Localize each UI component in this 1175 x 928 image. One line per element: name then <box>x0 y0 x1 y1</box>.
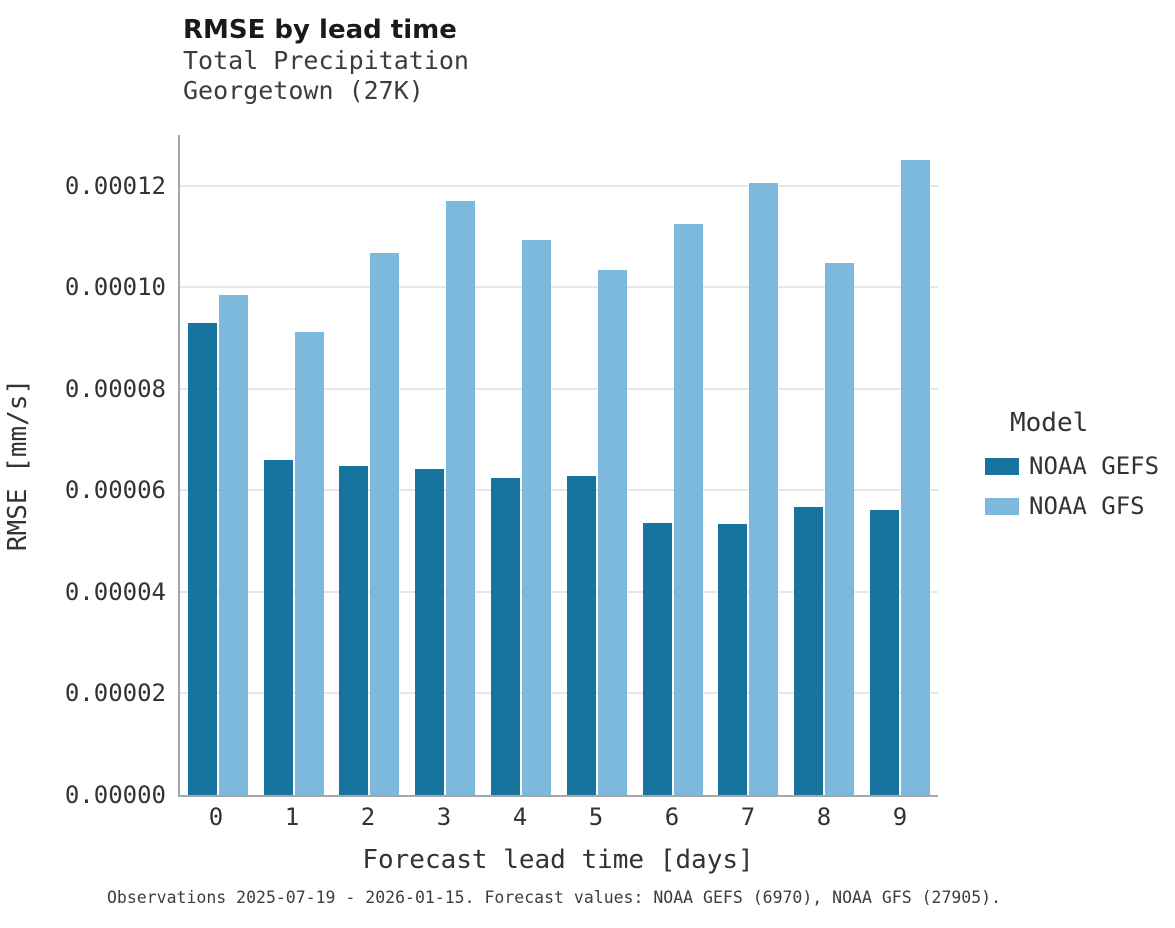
bars-layer <box>180 135 938 795</box>
x-tick-label: 7 <box>740 803 756 831</box>
bar-group <box>711 135 787 795</box>
x-axis-label: Forecast lead time [days] <box>362 845 754 875</box>
y-tick-label: 0.00002 <box>64 679 166 708</box>
x-axis-ticks: 0 1 2 3 4 5 6 7 8 9 <box>178 803 938 831</box>
bar-group <box>862 135 938 795</box>
bar-noaa-gfs <box>901 160 931 795</box>
legend-entries: NOAA GEFS NOAA GFS <box>985 452 1159 520</box>
bar-group <box>256 135 332 795</box>
bar-noaa-gfs <box>673 223 703 795</box>
x-tick-label: 0 <box>208 803 224 831</box>
x-tick-label: 4 <box>512 803 528 831</box>
gridline <box>180 692 938 695</box>
gridline <box>180 286 938 289</box>
y-tick-label: 0.00012 <box>64 171 166 200</box>
bar-noaa-gefs <box>263 459 293 795</box>
x-tick-label: 2 <box>360 803 376 831</box>
bar-noaa-gefs <box>187 322 217 795</box>
x-tick-label: 3 <box>436 803 452 831</box>
gridline <box>180 590 938 593</box>
bar-group <box>483 135 559 795</box>
bar-noaa-gefs <box>870 509 900 795</box>
y-tick-label: 0.00006 <box>64 476 166 505</box>
x-tick-label: 8 <box>816 803 832 831</box>
caption: Observations 2025-07-19 - 2026-01-15. Fo… <box>107 888 1002 907</box>
bar-noaa-gfs <box>294 332 324 795</box>
bar-noaa-gfs <box>370 252 400 795</box>
bar-noaa-gefs <box>718 524 748 795</box>
y-tick-label: 0.00004 <box>64 577 166 606</box>
bar-noaa-gfs <box>825 262 855 795</box>
y-tick-label: 0.00000 <box>64 781 166 809</box>
x-tick-label: 5 <box>588 803 604 831</box>
gridline <box>180 184 938 187</box>
bar-noaa-gefs <box>642 523 672 795</box>
bar-noaa-gefs <box>794 506 824 795</box>
legend-swatch <box>985 497 1019 515</box>
bar-group <box>180 135 256 795</box>
bar-group <box>332 135 408 795</box>
plot-area <box>178 135 938 797</box>
chart-subtitle-line2: Georgetown (27K) <box>183 76 424 105</box>
bar-noaa-gefs <box>415 468 445 795</box>
bar-noaa-gefs <box>491 478 521 795</box>
bar-noaa-gefs <box>339 466 369 795</box>
legend: Model NOAA GEFS NOAA GFS <box>985 408 1159 520</box>
legend-entry: NOAA GEFS <box>985 452 1159 480</box>
gridline <box>180 489 938 492</box>
bar-noaa-gfs <box>597 269 627 795</box>
x-tick-label: 6 <box>664 803 680 831</box>
legend-title: Model <box>1010 408 1089 438</box>
gridline <box>180 387 938 390</box>
bar-noaa-gfs <box>218 294 248 795</box>
bar-noaa-gfs <box>446 201 476 795</box>
legend-swatch <box>985 457 1019 475</box>
y-axis-ticks: 0.00000 0.00002 0.00004 0.00006 0.00008 0.000… <box>0 135 166 809</box>
x-tick-label: 1 <box>284 803 300 831</box>
chart-title: RMSE by lead time <box>183 15 457 45</box>
y-tick-label: 0.00008 <box>64 374 166 403</box>
y-tick-label: 0.00010 <box>64 273 166 302</box>
bar-noaa-gfs <box>749 183 779 795</box>
bar-group <box>407 135 483 795</box>
bar-group <box>635 135 711 795</box>
bar-group <box>559 135 635 795</box>
legend-label: NOAA GFS <box>1029 492 1145 520</box>
bar-noaa-gfs <box>522 240 552 795</box>
chart-subtitle-line1: Total Precipitation <box>183 46 469 75</box>
bar-group <box>786 135 862 795</box>
legend-entry: NOAA GFS <box>985 492 1159 520</box>
title-block: RMSE by lead time Total Precipitation Ge… <box>183 14 469 106</box>
bar-noaa-gefs <box>566 476 596 795</box>
legend-label: NOAA GEFS <box>1029 452 1160 480</box>
x-tick-label: 9 <box>892 803 908 831</box>
